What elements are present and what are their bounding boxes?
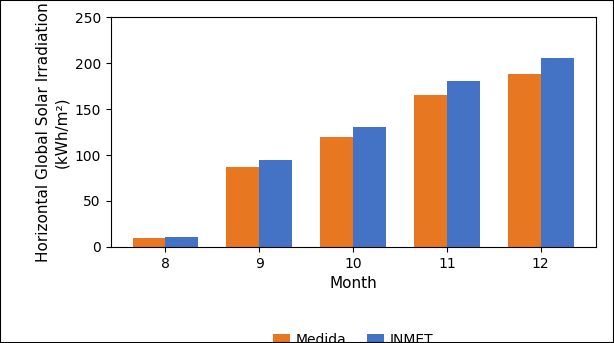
Bar xyxy=(133,238,165,247)
Bar xyxy=(353,127,386,247)
Y-axis label: Horizontal Global Solar Irradiation
(kWh/m²): Horizontal Global Solar Irradiation (kWh… xyxy=(36,2,69,262)
Bar xyxy=(508,74,541,247)
Bar xyxy=(227,167,259,247)
Bar xyxy=(541,58,573,247)
Legend: Medida, INMET: Medida, INMET xyxy=(268,328,438,343)
Bar xyxy=(414,95,447,247)
Bar xyxy=(321,137,353,247)
Bar xyxy=(447,82,480,247)
Bar xyxy=(259,159,292,247)
X-axis label: Month: Month xyxy=(329,276,377,291)
Bar xyxy=(165,237,198,247)
